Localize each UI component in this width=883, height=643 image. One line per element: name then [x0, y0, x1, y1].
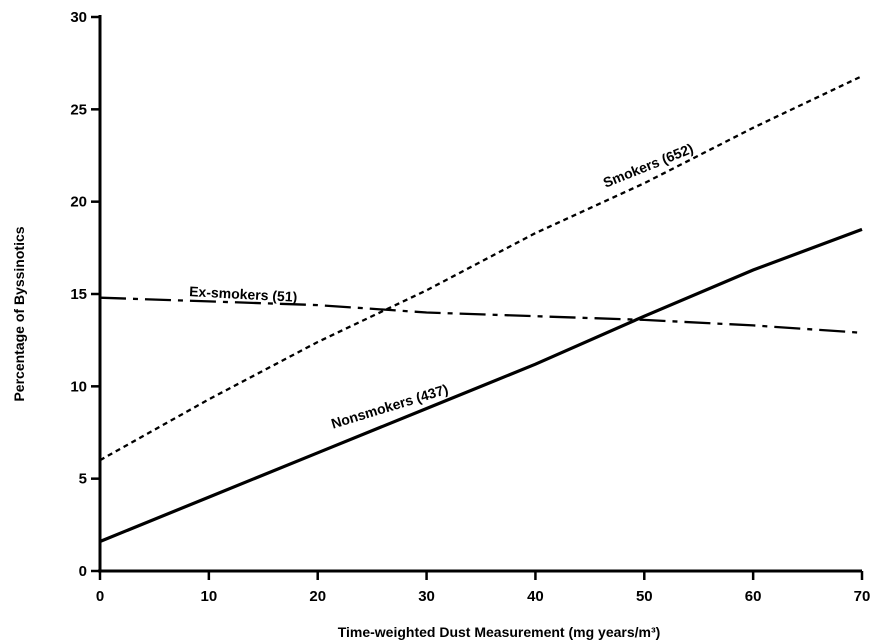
y-tick-label: 10 [70, 378, 87, 395]
y-axis-label: Percentage of Byssinotics [11, 226, 27, 401]
x-tick-label: 20 [309, 588, 326, 605]
x-tick-label: 50 [636, 588, 653, 605]
y-tick-label: 15 [70, 286, 87, 303]
series-line-smokers [99, 75, 863, 462]
y-axis-ticks: 0 5 10 15 20 25 30 [70, 9, 100, 580]
x-tick-label: 10 [201, 588, 218, 605]
series-label-ex-smokers: Ex-smokers (51) [189, 283, 298, 305]
y-tick-label: 30 [70, 9, 87, 26]
y-tick-label: 20 [70, 194, 87, 211]
x-tick-label: 30 [418, 588, 435, 605]
x-axis-ticks: 0 10 20 30 40 50 60 70 [96, 571, 871, 605]
y-tick-label: 5 [79, 471, 87, 488]
series-line-nonsmokers [99, 227, 863, 543]
y-tick-label: 25 [70, 101, 87, 118]
series-line-ex-smokers [99, 296, 863, 334]
y-tick-label: 0 [79, 563, 87, 580]
x-tick-label: 0 [96, 588, 104, 605]
x-tick-label: 60 [745, 588, 762, 605]
x-tick-label: 40 [527, 588, 544, 605]
series-group [99, 75, 863, 543]
x-tick-label: 70 [854, 588, 871, 605]
x-axis-label: Time-weighted Dust Measurement (mg years… [338, 624, 661, 640]
